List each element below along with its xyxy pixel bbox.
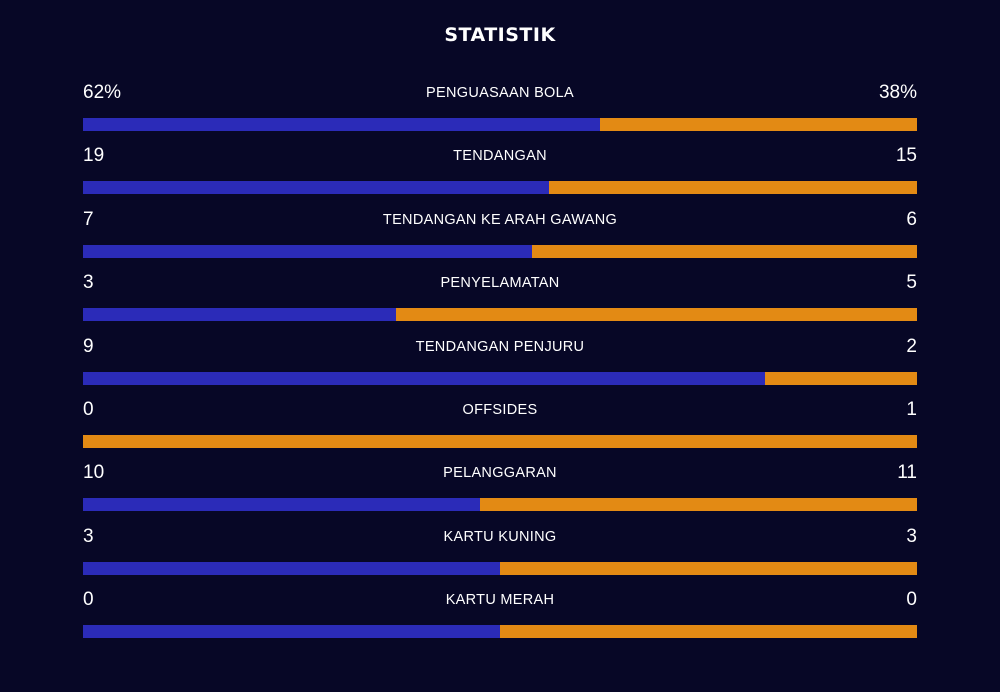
stat-label: PELANGGARAN (443, 465, 557, 482)
home-bar-segment (83, 118, 601, 131)
away-value: 38% (878, 82, 917, 103)
comparison-bar (83, 625, 917, 639)
home-value: 3 (83, 272, 94, 294)
page-title: STATISTIK (444, 24, 556, 46)
stat-row: 62% PENGUASAAN BOLA 38% (83, 80, 917, 143)
stat-label: PENYELAMATAN (440, 275, 560, 292)
home-value: 10 (83, 462, 105, 484)
stat-values: 10 PELANGGARAN 11 (83, 460, 917, 488)
away-bar-segment (600, 118, 917, 131)
stat-row: 3 PENYELAMATAN 5 (83, 270, 917, 333)
stat-row: 9 TENDANGAN PENJURU 2 (83, 334, 917, 397)
stat-row: 19 TENDANGAN 15 (83, 143, 917, 206)
away-value: 15 (895, 145, 917, 167)
away-value: 0 (906, 589, 917, 611)
away-bar-segment (765, 371, 917, 385)
stat-values: 0 OFFSIDES 1 (83, 397, 917, 425)
stat-label: TENDANGAN KE ARAH GAWANG (382, 211, 618, 228)
away-value: 6 (906, 208, 917, 230)
away-value: 5 (906, 272, 917, 294)
stat-label: OFFSIDES (462, 401, 538, 418)
stat-values: 9 TENDANGAN PENJURU 2 (83, 334, 917, 362)
stat-values: 0 KARTU MERAH 0 (83, 587, 917, 615)
comparison-bar (83, 118, 917, 131)
home-bar-segment (83, 181, 550, 195)
away-bar-segment (395, 308, 917, 322)
stats-list: 62% PENGUASAAN BOLA 38% 19 TENDANGAN 15 7 TENDA… (83, 80, 917, 651)
home-bar-segment (83, 244, 533, 258)
home-value: 0 (83, 398, 94, 420)
stat-label: PENGUASAAN BOLA (426, 85, 574, 101)
stat-values: 62% PENGUASAAN BOLA 38% (83, 80, 917, 108)
comparison-bar (83, 371, 917, 385)
away-bar-segment (549, 181, 917, 195)
home-bar-segment (83, 498, 481, 512)
comparison-bar (83, 434, 917, 448)
home-bar-segment (83, 308, 396, 322)
stat-label: KARTU MERAH (445, 592, 555, 609)
stat-row: 3 KARTU KUNING 3 (83, 524, 917, 587)
home-value: 7 (83, 208, 94, 230)
home-value: 9 (83, 335, 94, 357)
away-value: 1 (906, 398, 917, 420)
away-value: 3 (906, 525, 917, 547)
away-bar-segment (532, 244, 917, 258)
comparison-bar (83, 244, 917, 258)
stat-label: TENDANGAN (453, 148, 547, 165)
home-bar-segment (83, 371, 766, 385)
home-value: 62% (83, 82, 122, 103)
away-bar-segment (83, 434, 917, 448)
stat-row: 7 TENDANGAN KE ARAH GAWANG 6 (83, 207, 917, 270)
home-bar-segment (83, 625, 500, 639)
away-value: 11 (897, 462, 917, 484)
stat-row: 10 PELANGGARAN 11 (83, 460, 917, 523)
comparison-bar (83, 308, 917, 322)
home-value: 19 (83, 145, 105, 167)
comparison-bar (83, 498, 917, 512)
away-bar-segment (500, 561, 917, 575)
stat-label: KARTU KUNING (443, 528, 557, 545)
stat-values: 7 TENDANGAN KE ARAH GAWANG 6 (83, 207, 917, 235)
stat-values: 19 TENDANGAN 15 (83, 143, 917, 171)
away-value: 2 (906, 335, 917, 357)
home-value: 3 (83, 525, 94, 547)
stat-values: 3 KARTU KUNING 3 (83, 524, 917, 552)
home-bar-segment (83, 561, 500, 575)
home-value: 0 (83, 589, 94, 611)
comparison-bar (83, 561, 917, 575)
stat-row: 0 KARTU MERAH 0 (83, 587, 917, 650)
stat-values: 3 PENYELAMATAN 5 (83, 270, 917, 298)
stat-label: TENDANGAN PENJURU (415, 338, 585, 355)
stat-row: 0 OFFSIDES 1 (83, 397, 917, 460)
comparison-bar (83, 181, 917, 195)
away-bar-segment (480, 498, 917, 512)
away-bar-segment (500, 625, 917, 639)
